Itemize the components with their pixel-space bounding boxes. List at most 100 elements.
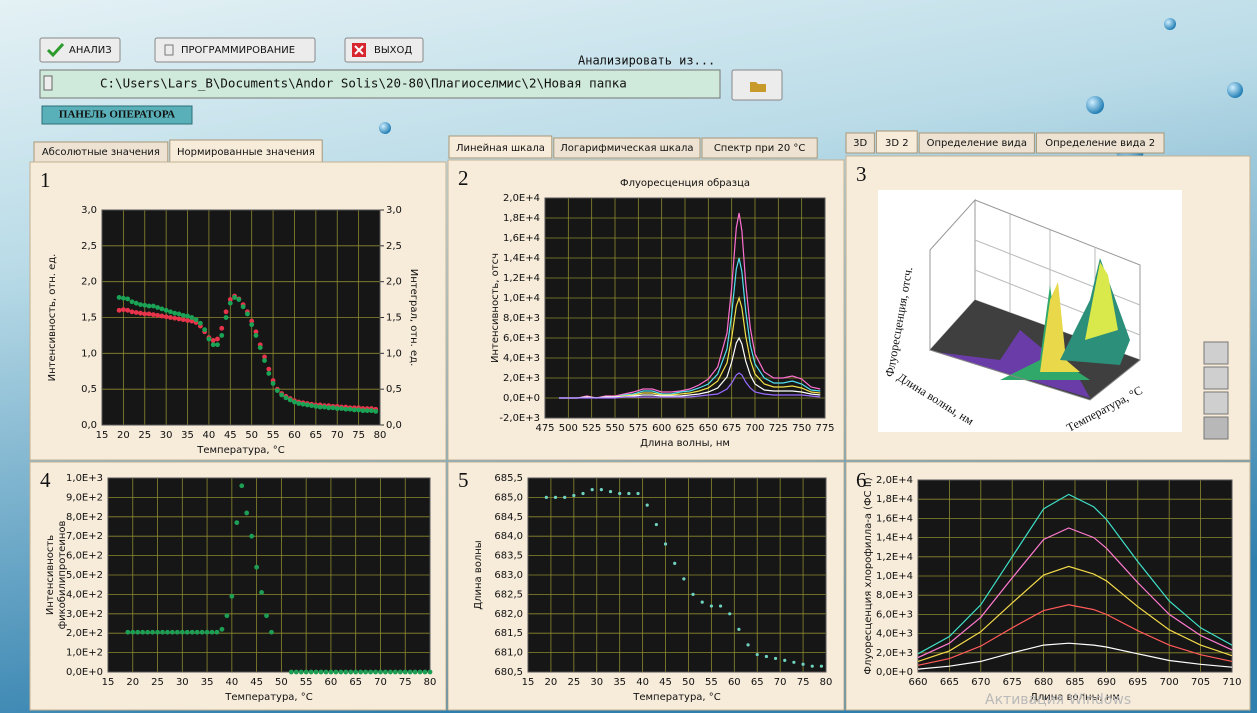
- data-point: [572, 493, 576, 498]
- tab-label[interactable]: Спектр при 20 °C: [714, 143, 806, 154]
- source-label: Анализировать из...: [578, 54, 715, 68]
- tab[interactable]: Определение вида 2: [1035, 132, 1165, 154]
- exit-button[interactable]: ВЫХОД: [344, 37, 424, 63]
- data-point: [402, 669, 408, 675]
- y-tick-label: 0,0: [81, 420, 97, 431]
- tab-label[interactable]: Определение вида: [927, 138, 1027, 149]
- data-point: [343, 406, 349, 412]
- y-tick-label: 1,5: [81, 313, 97, 324]
- x-tick-label: 45: [659, 677, 672, 688]
- x-tick-label: 15: [102, 677, 115, 688]
- x-tick-label: 30: [160, 430, 173, 441]
- tab-shape[interactable]: [845, 132, 875, 154]
- data-point: [728, 612, 732, 616]
- operator-panel-tag: [41, 105, 193, 125]
- y-tick-label: 2,5: [81, 241, 97, 252]
- data-point: [356, 407, 362, 413]
- tab-label[interactable]: Линейная шкала: [456, 143, 545, 154]
- data-point: [663, 542, 668, 546]
- tab[interactable]: 3D: [845, 132, 875, 154]
- data-point: [274, 388, 280, 393]
- y-tick-label: 4,0E+3: [503, 353, 540, 364]
- tab[interactable]: Определение вида: [918, 132, 1035, 154]
- y-tick-label: 5,0E+2: [66, 570, 103, 581]
- data-point: [150, 303, 156, 309]
- tab-label[interactable]: 3D 2: [885, 138, 909, 149]
- tab[interactable]: Абсолютные значения: [33, 141, 169, 163]
- data-point: [553, 495, 558, 499]
- data-point: [338, 669, 344, 675]
- x-tick-label: 550: [605, 423, 624, 434]
- button-label[interactable]: ПРОГРАММИРОВАНИЕ: [181, 45, 295, 56]
- data-point: [120, 307, 126, 313]
- data-point: [210, 338, 216, 343]
- x-tick-label: 70: [774, 677, 787, 688]
- x-axis-label: Длина волны, нм: [640, 438, 730, 449]
- path-text[interactable]: C:\Users\Lars_B\Documents\Andor Solis\20…: [100, 76, 627, 91]
- x-tick-label: 60: [325, 677, 338, 688]
- tab-shape[interactable]: [875, 130, 918, 154]
- data-point: [142, 311, 148, 317]
- x-axis-label: Длина волны, нм: [1030, 692, 1120, 703]
- view-tools[interactable]: [1203, 341, 1229, 440]
- data-point: [353, 669, 359, 675]
- y-tick-label: 1,6E+4: [876, 513, 913, 524]
- data-point: [328, 669, 334, 675]
- data-point: [176, 316, 182, 322]
- x-tick-label: 50: [245, 430, 258, 441]
- tab-label[interactable]: Нормированные значения: [177, 147, 315, 158]
- data-point: [159, 313, 165, 319]
- button-label[interactable]: ВЫХОД: [374, 45, 412, 56]
- y-tick-label: 8,0E+3: [876, 590, 913, 601]
- data-point: [287, 397, 293, 403]
- tab-label[interactable]: Логарифмическая шкала: [560, 143, 693, 154]
- tab-label[interactable]: Определение вида 2: [1045, 138, 1155, 149]
- data-point: [146, 311, 152, 317]
- data-point: [133, 300, 139, 306]
- x-tick-label: 500: [559, 423, 578, 434]
- series-line: [917, 565, 1233, 662]
- program-button[interactable]: ПРОГРАММИРОВАНИЕ: [154, 37, 316, 63]
- data-point: [718, 604, 723, 608]
- x-tick-label: 75: [352, 430, 365, 441]
- data-point: [189, 318, 195, 324]
- series-line: [559, 336, 821, 399]
- data-point: [618, 491, 622, 496]
- tab-label[interactable]: Абсолютные значения: [42, 147, 160, 158]
- data-point: [185, 313, 190, 319]
- tab[interactable]: Нормированные значения: [169, 139, 323, 163]
- data-point: [783, 658, 787, 662]
- tab[interactable]: Линейная шкала: [448, 135, 553, 159]
- button-label[interactable]: АНАЛИЗ: [69, 45, 112, 56]
- data-point: [298, 669, 304, 675]
- tab-shape[interactable]: [701, 137, 818, 159]
- browse-button[interactable]: [731, 69, 783, 101]
- tab[interactable]: 3D 2: [875, 130, 918, 154]
- x-tick-label: 665: [940, 677, 959, 688]
- y-tick-label: 682,5: [494, 589, 523, 600]
- x-tick-label: 675: [722, 423, 741, 434]
- data-point: [363, 669, 368, 675]
- data-point: [563, 495, 567, 499]
- data-point: [296, 401, 302, 406]
- y-tick-label: 684,5: [494, 512, 523, 523]
- tab-shape[interactable]: [1035, 132, 1165, 154]
- y-tick-label: 0,5: [81, 384, 97, 395]
- y-axis-label: Интенсивность, отсч: [490, 253, 501, 363]
- x-tick-label: 55: [705, 677, 718, 688]
- tab-label[interactable]: 3D: [853, 138, 867, 149]
- tab-shape[interactable]: [918, 132, 1035, 154]
- data-point: [322, 404, 327, 410]
- data-point: [163, 314, 169, 320]
- analyze-button[interactable]: АНАЛИЗ: [39, 37, 121, 63]
- data-point: [172, 315, 178, 321]
- tab-shape[interactable]: [448, 135, 553, 159]
- tab-shape[interactable]: [553, 137, 701, 159]
- data-point: [737, 627, 741, 631]
- data-point: [245, 311, 250, 317]
- tab[interactable]: Спектр при 20 °C: [701, 137, 818, 159]
- path-field[interactable]: [39, 69, 721, 99]
- y-tick-label: 0,0E+0: [66, 667, 103, 678]
- tab[interactable]: Логарифмическая шкала: [553, 137, 701, 159]
